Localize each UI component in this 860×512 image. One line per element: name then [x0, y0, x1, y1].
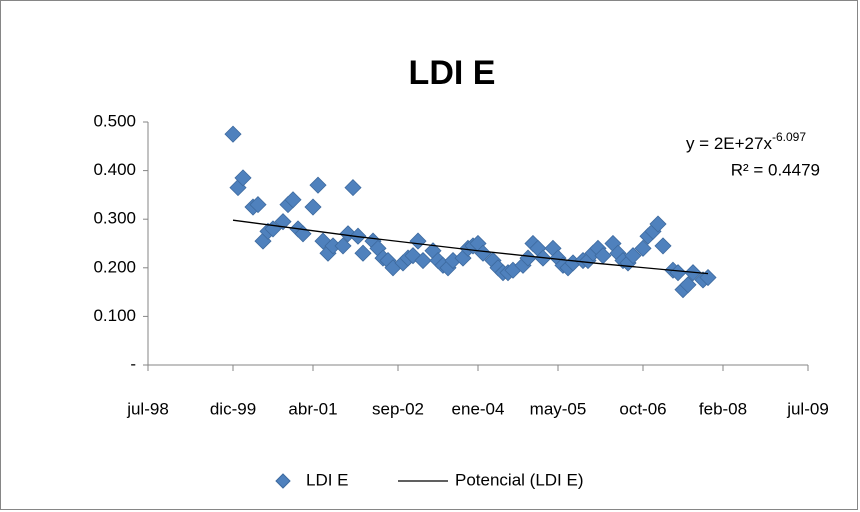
marker: [309, 176, 327, 194]
equation: y = 2E+27x: [686, 134, 773, 153]
trend-equation: y = 2E+27x-6.097: [686, 130, 806, 153]
legend-label: LDI E: [306, 470, 349, 489]
marker: [234, 169, 252, 187]
legend-label: Potencial (LDI E): [455, 470, 584, 489]
x-tick-label: abr-01: [288, 399, 337, 418]
marker: [344, 179, 362, 197]
y-tick-label: 0.500: [93, 111, 136, 130]
y-tick-label: -: [130, 354, 136, 373]
x-tick-label: jul-98: [126, 399, 169, 418]
marker: [304, 198, 322, 216]
marker: [634, 239, 652, 257]
equation-exponent: -6.097: [772, 130, 806, 144]
x-tick-label: dic-99: [210, 399, 256, 418]
y-tick-label: 0.400: [93, 160, 136, 179]
marker: [409, 232, 427, 250]
marker: [284, 191, 302, 209]
x-tick-label: feb-08: [699, 399, 747, 418]
x-tick-label: oct-06: [619, 399, 666, 418]
marker: [624, 247, 642, 265]
marker: [249, 196, 267, 214]
x-tick-label: may-05: [530, 399, 587, 418]
y-tick-label: 0.300: [93, 209, 136, 228]
r-squared: R² = 0.4479: [731, 160, 820, 179]
legend-marker: [275, 473, 291, 489]
y-tick-label: 0.200: [93, 257, 136, 276]
marker: [224, 125, 242, 143]
x-tick-label: jul-09: [786, 399, 829, 418]
marker: [679, 276, 697, 294]
x-tick-label: sep-02: [372, 399, 424, 418]
y-tick-label: 0.100: [93, 306, 136, 325]
marker: [414, 251, 432, 270]
trendline: [232, 219, 709, 275]
chart-title: LDI E: [409, 54, 496, 92]
marker: [654, 237, 672, 255]
marker: [354, 244, 372, 262]
marker: [649, 215, 667, 233]
marker: [334, 237, 352, 255]
x-tick-label: ene-04: [452, 399, 505, 418]
